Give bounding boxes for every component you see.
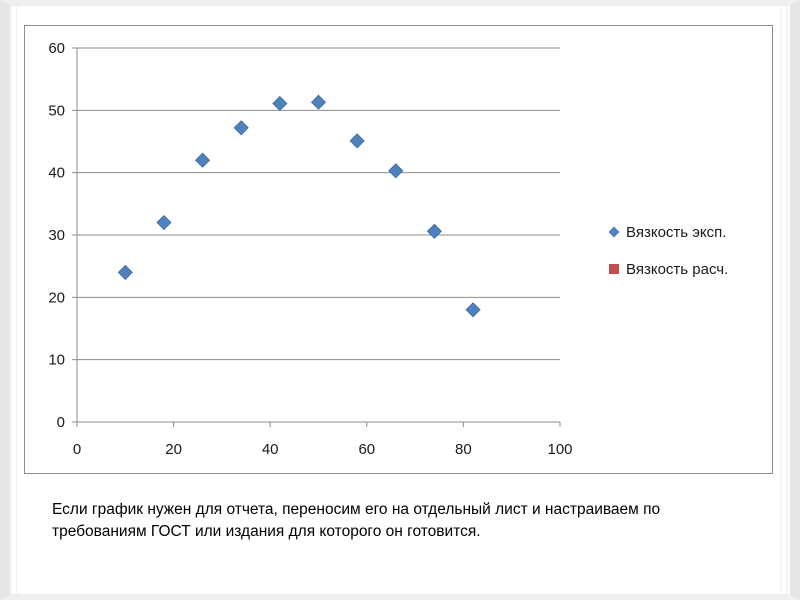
data-point-0-8	[426, 223, 442, 239]
data-point-0-9	[465, 302, 481, 318]
y-tick-label-1: 10	[48, 352, 65, 369]
y-tick-label-5: 50	[48, 102, 65, 119]
x-tick-label-1: 20	[165, 441, 182, 458]
y-tick-label-4: 40	[48, 165, 65, 182]
data-point-0-5	[310, 94, 327, 110]
caption-text: Если график нужен для отчета, переносим …	[52, 501, 661, 540]
x-tick-label-2: 40	[262, 441, 279, 458]
data-point-0-0	[117, 264, 133, 280]
y-tick-label-2: 20	[48, 289, 65, 306]
data-point-0-3	[233, 120, 249, 136]
axes	[72, 47, 561, 427]
grid-lines	[77, 47, 560, 361]
x-tick-labels: 0 20 40 60 80 100	[73, 441, 573, 458]
legend-marker-0	[608, 226, 620, 238]
legend-label-0: Вязкость эксп.	[626, 224, 726, 241]
legend-marker-1	[609, 264, 619, 274]
data-point-0-6	[349, 133, 365, 149]
data-point-0-4	[272, 95, 288, 112]
y-tick-label-3: 30	[48, 227, 65, 244]
x-tick-label-3: 60	[358, 441, 375, 458]
chart-frame	[24, 25, 773, 474]
legend-label-1: Вязкость расч.	[626, 261, 728, 278]
data-points	[117, 94, 481, 318]
legend: Вязкость эксп. Вязкость расч.	[608, 224, 728, 278]
y-tick-label-0: 0	[57, 414, 65, 431]
y-tick-labels: 0 10 20 30 40 50 60	[48, 40, 65, 431]
y-tick-label-6: 60	[48, 40, 65, 57]
data-point-0-1	[156, 214, 172, 231]
x-tick-label-5: 100	[547, 441, 572, 458]
x-tick-label-4: 80	[455, 441, 472, 458]
data-point-0-2	[195, 152, 211, 168]
x-tick-label-0: 0	[73, 441, 81, 458]
data-point-0-7	[388, 163, 404, 179]
